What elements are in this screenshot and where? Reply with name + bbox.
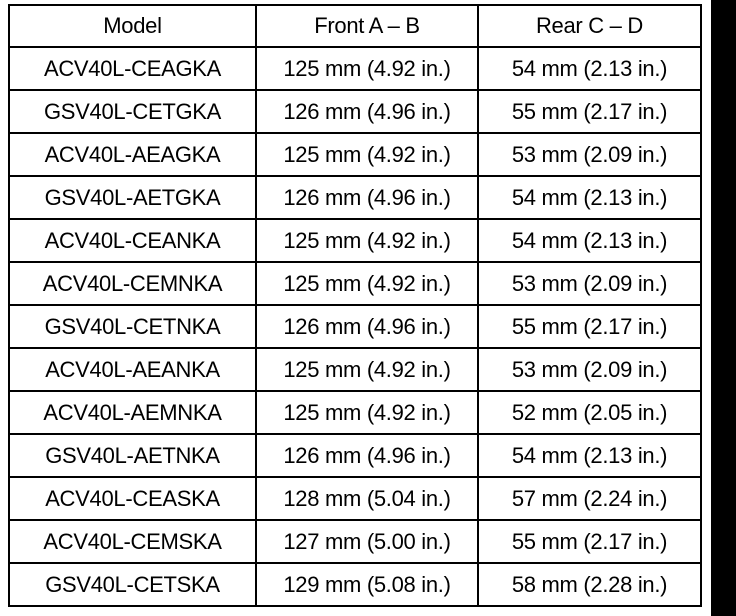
cell-model: ACV40L-CEASKA [8, 476, 257, 521]
cell-model: ACV40L-AEMNKA [8, 390, 257, 435]
cell-front: 129 mm (5.08 in.) [255, 562, 479, 607]
cell-model: GSV40L-CETGKA [8, 89, 257, 134]
cell-rear: 52 mm (2.05 in.) [477, 390, 702, 435]
cell-model: GSV40L-AETGKA [8, 175, 257, 220]
header-rear: Rear C – D [477, 4, 702, 48]
cell-front: 125 mm (4.92 in.) [255, 132, 479, 177]
table-row: ACV40L-AEANKA 125 mm (4.92 in.) 53 mm (2… [8, 347, 702, 392]
cell-front: 126 mm (4.96 in.) [255, 304, 479, 349]
cell-front: 125 mm (4.92 in.) [255, 218, 479, 263]
table-row: GSV40L-AETGKA 126 mm (4.96 in.) 54 mm (2… [8, 175, 702, 220]
cell-rear: 54 mm (2.13 in.) [477, 46, 702, 91]
cell-front: 125 mm (4.92 in.) [255, 261, 479, 306]
cell-front: 125 mm (4.92 in.) [255, 46, 479, 91]
cell-front: 126 mm (4.96 in.) [255, 175, 479, 220]
cell-model: ACV40L-CEMSKA [8, 519, 257, 564]
cell-rear: 55 mm (2.17 in.) [477, 89, 702, 134]
cell-rear: 57 mm (2.24 in.) [477, 476, 702, 521]
cell-front: 126 mm (4.96 in.) [255, 433, 479, 478]
cell-front: 127 mm (5.00 in.) [255, 519, 479, 564]
cell-front: 128 mm (5.04 in.) [255, 476, 479, 521]
cell-model: GSV40L-AETNKA [8, 433, 257, 478]
cell-front: 125 mm (4.92 in.) [255, 347, 479, 392]
cell-rear: 58 mm (2.28 in.) [477, 562, 702, 607]
cell-model: ACV40L-CEMNKA [8, 261, 257, 306]
cell-model: GSV40L-CETNKA [8, 304, 257, 349]
cell-rear: 54 mm (2.13 in.) [477, 218, 702, 263]
table-row: ACV40L-CEMSKA 127 mm (5.00 in.) 55 mm (2… [8, 519, 702, 564]
table-row: ACV40L-AEAGKA 125 mm (4.92 in.) 53 mm (2… [8, 132, 702, 177]
table-row: GSV40L-CETGKA 126 mm (4.96 in.) 55 mm (2… [8, 89, 702, 134]
cell-rear: 53 mm (2.09 in.) [477, 347, 702, 392]
page-edge-bar [711, 0, 736, 616]
cell-front: 126 mm (4.96 in.) [255, 89, 479, 134]
cell-front: 125 mm (4.92 in.) [255, 390, 479, 435]
cell-rear: 53 mm (2.09 in.) [477, 261, 702, 306]
cell-model: GSV40L-CETSKA [8, 562, 257, 607]
table-row: GSV40L-AETNKA 126 mm (4.96 in.) 54 mm (2… [8, 433, 702, 478]
header-row: Model Front A – B Rear C – D [8, 4, 702, 48]
spec-table: Model Front A – B Rear C – D ACV40L-CEAG… [8, 4, 702, 607]
cell-rear: 55 mm (2.17 in.) [477, 304, 702, 349]
header-front: Front A – B [255, 4, 479, 48]
cell-model: ACV40L-CEANKA [8, 218, 257, 263]
table-row: ACV40L-CEMNKA 125 mm (4.92 in.) 53 mm (2… [8, 261, 702, 306]
cell-rear: 54 mm (2.13 in.) [477, 433, 702, 478]
table-row: ACV40L-CEAGKA 125 mm (4.92 in.) 54 mm (2… [8, 46, 702, 91]
table-row: GSV40L-CETNKA 126 mm (4.96 in.) 55 mm (2… [8, 304, 702, 349]
cell-rear: 54 mm (2.13 in.) [477, 175, 702, 220]
cell-rear: 55 mm (2.17 in.) [477, 519, 702, 564]
table-row: GSV40L-CETSKA 129 mm (5.08 in.) 58 mm (2… [8, 562, 702, 607]
table-row: ACV40L-CEANKA 125 mm (4.92 in.) 54 mm (2… [8, 218, 702, 263]
table-row: ACV40L-CEASKA 128 mm (5.04 in.) 57 mm (2… [8, 476, 702, 521]
cell-model: ACV40L-AEAGKA [8, 132, 257, 177]
cell-model: ACV40L-CEAGKA [8, 46, 257, 91]
cell-model: ACV40L-AEANKA [8, 347, 257, 392]
cell-rear: 53 mm (2.09 in.) [477, 132, 702, 177]
table-row: ACV40L-AEMNKA 125 mm (4.92 in.) 52 mm (2… [8, 390, 702, 435]
header-model: Model [8, 4, 257, 48]
